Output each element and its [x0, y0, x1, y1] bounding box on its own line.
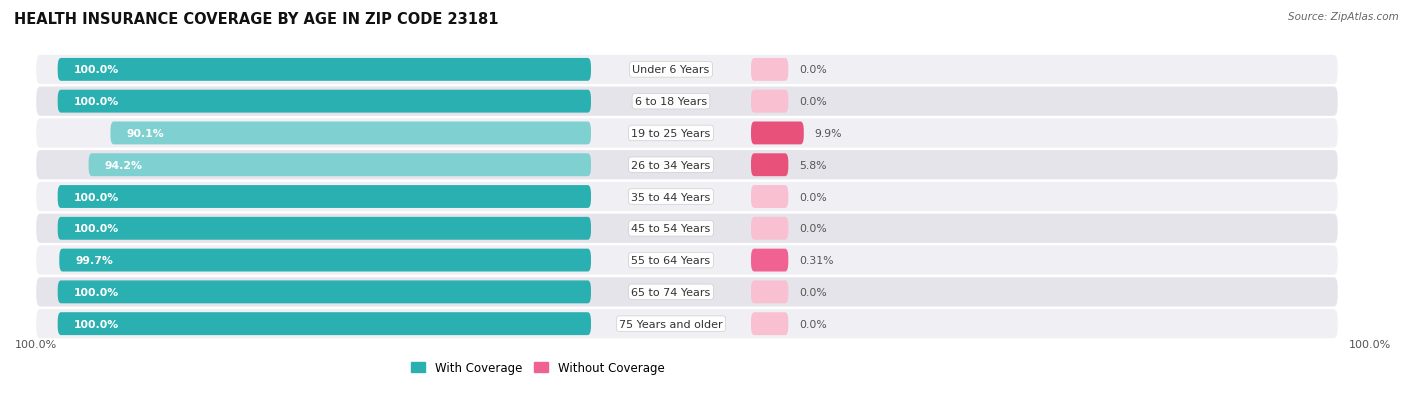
Text: 100.0%: 100.0%: [73, 97, 120, 107]
FancyBboxPatch shape: [751, 217, 789, 240]
FancyBboxPatch shape: [111, 122, 591, 145]
FancyBboxPatch shape: [751, 313, 789, 335]
Text: 0.0%: 0.0%: [799, 65, 827, 75]
Text: 45 to 54 Years: 45 to 54 Years: [631, 224, 710, 234]
Text: 0.0%: 0.0%: [799, 224, 827, 234]
FancyBboxPatch shape: [751, 185, 789, 209]
FancyBboxPatch shape: [37, 246, 1337, 275]
FancyBboxPatch shape: [37, 278, 1337, 307]
FancyBboxPatch shape: [37, 151, 1337, 180]
FancyBboxPatch shape: [751, 281, 789, 304]
Text: 100.0%: 100.0%: [73, 65, 120, 75]
Text: 100.0%: 100.0%: [73, 192, 120, 202]
FancyBboxPatch shape: [751, 122, 804, 145]
Text: 9.9%: 9.9%: [814, 128, 842, 139]
Text: 100.0%: 100.0%: [73, 287, 120, 297]
FancyBboxPatch shape: [37, 87, 1337, 116]
Text: Source: ZipAtlas.com: Source: ZipAtlas.com: [1288, 12, 1399, 22]
FancyBboxPatch shape: [37, 56, 1337, 85]
FancyBboxPatch shape: [37, 119, 1337, 148]
FancyBboxPatch shape: [751, 154, 789, 177]
Text: 75 Years and older: 75 Years and older: [619, 319, 723, 329]
Text: 100.0%: 100.0%: [1348, 339, 1391, 349]
Text: 35 to 44 Years: 35 to 44 Years: [631, 192, 710, 202]
Text: 90.1%: 90.1%: [127, 128, 165, 139]
Text: 26 to 34 Years: 26 to 34 Years: [631, 160, 710, 170]
Legend: With Coverage, Without Coverage: With Coverage, Without Coverage: [406, 356, 669, 379]
FancyBboxPatch shape: [58, 281, 591, 304]
FancyBboxPatch shape: [37, 183, 1337, 211]
Text: 100.0%: 100.0%: [15, 339, 58, 349]
Text: Under 6 Years: Under 6 Years: [633, 65, 710, 75]
FancyBboxPatch shape: [751, 249, 789, 272]
Text: HEALTH INSURANCE COVERAGE BY AGE IN ZIP CODE 23181: HEALTH INSURANCE COVERAGE BY AGE IN ZIP …: [14, 12, 499, 27]
Text: 6 to 18 Years: 6 to 18 Years: [636, 97, 707, 107]
Text: 0.0%: 0.0%: [799, 97, 827, 107]
FancyBboxPatch shape: [37, 214, 1337, 243]
FancyBboxPatch shape: [58, 59, 591, 82]
Text: 0.0%: 0.0%: [799, 192, 827, 202]
FancyBboxPatch shape: [58, 313, 591, 335]
Text: 0.0%: 0.0%: [799, 319, 827, 329]
Text: 0.0%: 0.0%: [799, 287, 827, 297]
FancyBboxPatch shape: [58, 217, 591, 240]
FancyBboxPatch shape: [751, 59, 789, 82]
Text: 99.7%: 99.7%: [76, 256, 112, 266]
FancyBboxPatch shape: [58, 90, 591, 113]
FancyBboxPatch shape: [37, 309, 1337, 338]
FancyBboxPatch shape: [89, 154, 591, 177]
Text: 0.31%: 0.31%: [799, 256, 834, 266]
Text: 65 to 74 Years: 65 to 74 Years: [631, 287, 710, 297]
Text: 55 to 64 Years: 55 to 64 Years: [631, 256, 710, 266]
Text: 5.8%: 5.8%: [799, 160, 827, 170]
Text: 94.2%: 94.2%: [104, 160, 142, 170]
FancyBboxPatch shape: [58, 185, 591, 209]
FancyBboxPatch shape: [751, 90, 789, 113]
Text: 19 to 25 Years: 19 to 25 Years: [631, 128, 710, 139]
FancyBboxPatch shape: [59, 249, 591, 272]
Text: 100.0%: 100.0%: [73, 319, 120, 329]
Text: 100.0%: 100.0%: [73, 224, 120, 234]
